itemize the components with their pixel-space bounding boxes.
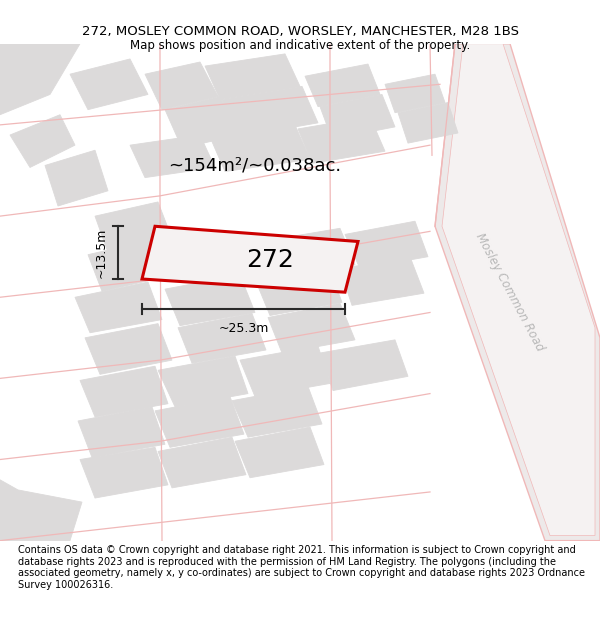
Polygon shape <box>45 150 108 206</box>
Text: ~25.3m: ~25.3m <box>218 322 269 334</box>
Polygon shape <box>88 241 165 291</box>
Polygon shape <box>205 54 300 99</box>
Text: ~154m²/~0.038ac.: ~154m²/~0.038ac. <box>169 156 341 174</box>
Polygon shape <box>158 356 248 407</box>
Polygon shape <box>240 346 330 397</box>
Polygon shape <box>80 366 168 417</box>
Polygon shape <box>222 86 318 137</box>
Polygon shape <box>255 265 342 316</box>
Polygon shape <box>70 59 148 109</box>
Polygon shape <box>165 96 238 148</box>
Polygon shape <box>75 282 162 332</box>
Polygon shape <box>398 102 458 143</box>
Polygon shape <box>85 324 172 374</box>
Polygon shape <box>165 275 255 326</box>
Text: ~13.5m: ~13.5m <box>95 228 108 278</box>
Polygon shape <box>180 239 275 287</box>
Polygon shape <box>262 228 355 277</box>
Polygon shape <box>210 125 310 171</box>
Polygon shape <box>178 314 266 363</box>
Polygon shape <box>158 438 246 488</box>
Polygon shape <box>435 44 600 541</box>
Polygon shape <box>232 386 322 438</box>
Polygon shape <box>130 135 215 178</box>
Polygon shape <box>385 74 445 112</box>
Polygon shape <box>0 480 82 541</box>
Polygon shape <box>0 44 80 115</box>
Polygon shape <box>142 226 358 292</box>
Polygon shape <box>145 62 218 109</box>
Polygon shape <box>235 427 324 478</box>
Text: 272, MOSLEY COMMON ROAD, WORSLEY, MANCHESTER, M28 1BS: 272, MOSLEY COMMON ROAD, WORSLEY, MANCHE… <box>82 25 518 38</box>
Polygon shape <box>78 407 165 458</box>
Text: Mosley Common Road: Mosley Common Road <box>473 231 547 354</box>
Text: Contains OS data © Crown copyright and database right 2021. This information is : Contains OS data © Crown copyright and d… <box>18 545 585 590</box>
Polygon shape <box>320 340 408 391</box>
Text: 272: 272 <box>246 248 294 272</box>
Polygon shape <box>268 303 355 353</box>
Polygon shape <box>345 221 428 269</box>
Polygon shape <box>10 115 75 168</box>
Polygon shape <box>442 44 595 536</box>
Polygon shape <box>80 448 168 498</box>
Text: Map shows position and indicative extent of the property.: Map shows position and indicative extent… <box>130 39 470 52</box>
Polygon shape <box>155 397 244 448</box>
Polygon shape <box>340 257 424 306</box>
Polygon shape <box>298 117 385 163</box>
Polygon shape <box>320 94 395 139</box>
Polygon shape <box>95 202 172 252</box>
Polygon shape <box>305 64 380 107</box>
